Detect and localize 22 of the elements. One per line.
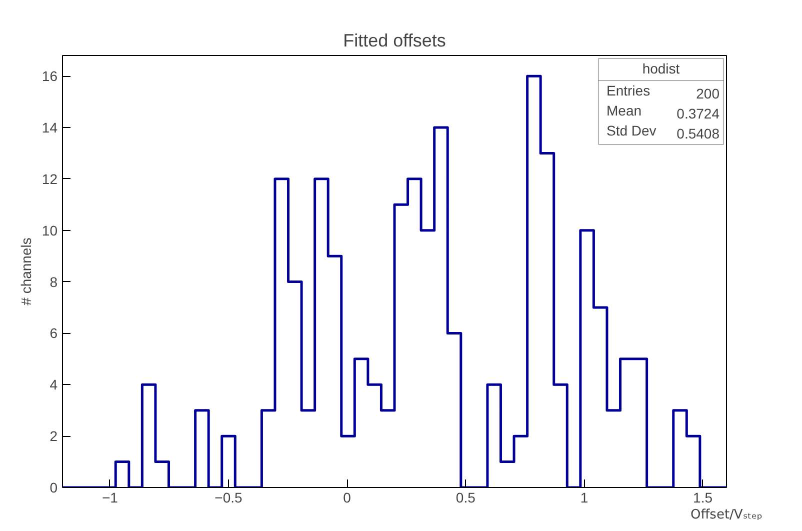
x-tick-label: 1 [580, 490, 588, 506]
text: Entries 200 [606, 82, 720, 102]
x-tick-label: 0 [343, 490, 352, 506]
x-axis-title: Offset/Vₛₜₑₚ [690, 508, 763, 522]
x-tick-label: −0.5 [214, 490, 243, 506]
y-tick-label: 4 [50, 376, 58, 393]
y-tick-label: 6 [50, 325, 58, 342]
y-tick-label: 2 [50, 428, 58, 444]
x-tick-label: −1 [102, 490, 118, 506]
text: Std Dev 0.5408 [606, 122, 720, 142]
chart-title: Fitted offsets [343, 30, 446, 50]
y-tick-label: 12 [42, 170, 58, 187]
y-tick-label: 14 [42, 120, 58, 136]
y-tick-label: 16 [42, 68, 58, 84]
y-tick-label: 0 [50, 480, 58, 496]
y-tick-label: 8 [50, 274, 58, 290]
x-tick-label: 0.5 [456, 490, 476, 506]
text: Mean 0.3724 [606, 102, 720, 122]
x-tick-label: 1.5 [693, 490, 713, 506]
y-axis-title: # channels [18, 238, 34, 306]
annotation: hodist [642, 60, 680, 76]
y-tick-label: 10 [42, 222, 58, 238]
